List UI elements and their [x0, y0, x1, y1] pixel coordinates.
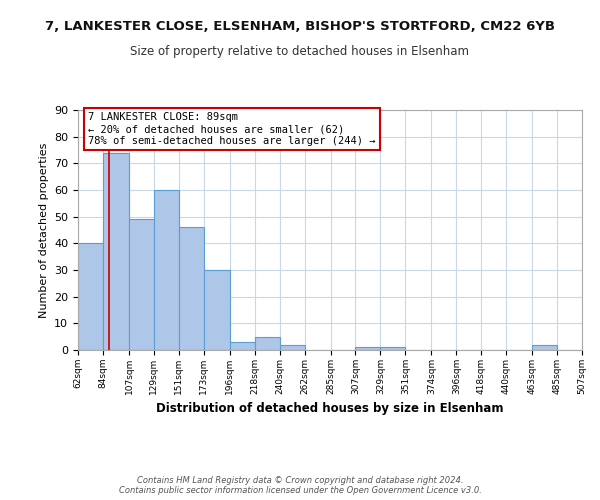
Bar	[280, 344, 305, 350]
Bar	[355, 348, 380, 350]
X-axis label: Distribution of detached houses by size in Elsenham: Distribution of detached houses by size …	[156, 402, 504, 415]
Bar	[78, 244, 103, 350]
Bar	[532, 344, 557, 350]
Bar	[103, 152, 129, 350]
Bar	[230, 342, 254, 350]
Bar	[129, 220, 154, 350]
Bar	[254, 336, 280, 350]
Y-axis label: Number of detached properties: Number of detached properties	[38, 142, 49, 318]
Bar	[204, 270, 230, 350]
Text: 7, LANKESTER CLOSE, ELSENHAM, BISHOP'S STORTFORD, CM22 6YB: 7, LANKESTER CLOSE, ELSENHAM, BISHOP'S S…	[45, 20, 555, 33]
Bar	[154, 190, 179, 350]
Text: Size of property relative to detached houses in Elsenham: Size of property relative to detached ho…	[131, 45, 470, 58]
Text: 7 LANKESTER CLOSE: 89sqm
← 20% of detached houses are smaller (62)
78% of semi-d: 7 LANKESTER CLOSE: 89sqm ← 20% of detach…	[88, 112, 376, 146]
Bar	[179, 228, 204, 350]
Text: Contains HM Land Registry data © Crown copyright and database right 2024.
Contai: Contains HM Land Registry data © Crown c…	[119, 476, 481, 495]
Bar	[380, 348, 406, 350]
